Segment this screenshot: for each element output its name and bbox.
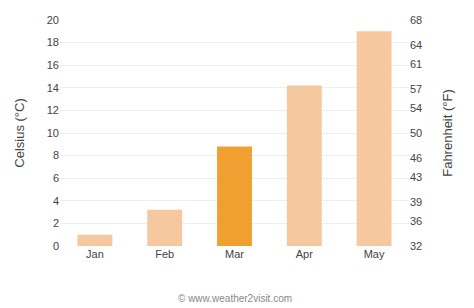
svg-text:50: 50 [410, 127, 422, 139]
svg-text:20: 20 [47, 14, 59, 26]
svg-text:Celsius (°C): Celsius (°C) [12, 98, 27, 167]
svg-text:Mar: Mar [225, 248, 244, 260]
svg-text:16: 16 [47, 59, 59, 71]
svg-text:8: 8 [53, 149, 59, 161]
svg-text:43: 43 [410, 171, 422, 183]
svg-text:6: 6 [53, 172, 59, 184]
svg-text:Jan: Jan [86, 248, 104, 260]
svg-text:36: 36 [410, 215, 422, 227]
svg-text:12: 12 [47, 104, 59, 116]
svg-text:Feb: Feb [155, 248, 174, 260]
svg-text:46: 46 [410, 152, 422, 164]
svg-text:39: 39 [410, 196, 422, 208]
svg-text:57: 57 [410, 83, 422, 95]
svg-text:68: 68 [410, 14, 422, 26]
svg-text:18: 18 [47, 36, 59, 48]
svg-text:Apr: Apr [296, 248, 313, 260]
svg-text:14: 14 [47, 82, 59, 94]
svg-text:4: 4 [53, 195, 59, 207]
svg-text:64: 64 [410, 39, 422, 51]
svg-text:© www.weather2visit.com: © www.weather2visit.com [178, 293, 292, 304]
svg-text:10: 10 [47, 127, 59, 139]
svg-text:54: 54 [410, 102, 422, 114]
svg-text:2: 2 [53, 217, 59, 229]
svg-text:32: 32 [410, 240, 422, 252]
svg-text:61: 61 [410, 58, 422, 70]
svg-text:May: May [364, 248, 385, 260]
svg-text:0: 0 [53, 240, 59, 252]
svg-text:Fahrenheit (°F): Fahrenheit (°F) [440, 89, 455, 177]
